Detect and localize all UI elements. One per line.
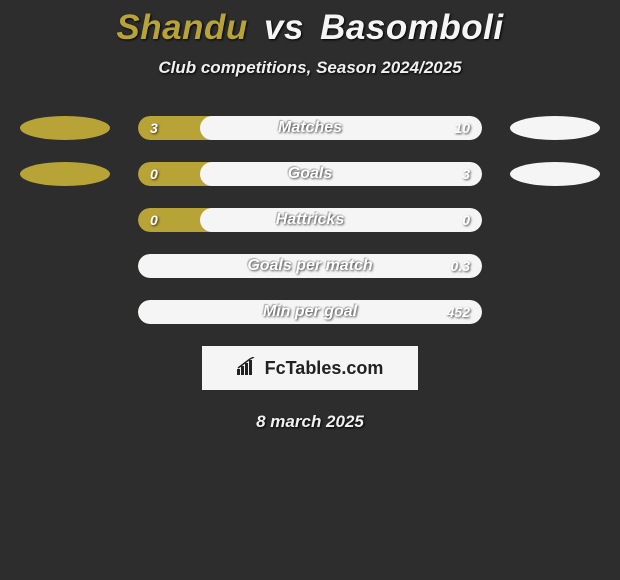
stat-row: 00Hattricks [0,208,620,232]
stat-bar: 03Goals [138,162,482,186]
player1-marker [20,162,110,186]
comparison-infographic: Shandu vs Basomboli Club competitions, S… [0,0,620,432]
stat-rows: 310Matches 03Goals 00Hattricks 0.3Goals per… [0,116,620,324]
stat-label: Matches [138,116,482,140]
stat-bar: 452Min per goal [138,300,482,324]
brand-chart-icon [237,357,259,380]
date: 8 march 2025 [0,412,620,432]
player2-name: Basomboli [320,8,503,47]
stat-label: Goals [138,162,482,186]
stat-row: 0.3Goals per match [0,254,620,278]
stat-label: Hattricks [138,208,482,232]
brand-text: FcTables.com [237,357,384,380]
brand-label: FcTables.com [265,358,384,379]
stat-row: 310Matches [0,116,620,140]
brand-box: FcTables.com [202,346,418,390]
stat-bar: 00Hattricks [138,208,482,232]
title: Shandu vs Basomboli [0,8,620,48]
subtitle: Club competitions, Season 2024/2025 [0,58,620,78]
vs-separator: vs [264,8,304,47]
player2-marker [510,116,600,140]
player1-marker [20,116,110,140]
stat-label: Goals per match [138,254,482,278]
stat-row: 03Goals [0,162,620,186]
player1-name: Shandu [116,8,247,47]
stat-label: Min per goal [138,300,482,324]
stat-row: 452Min per goal [0,300,620,324]
player2-marker [510,162,600,186]
stat-bar: 310Matches [138,116,482,140]
stat-bar: 0.3Goals per match [138,254,482,278]
